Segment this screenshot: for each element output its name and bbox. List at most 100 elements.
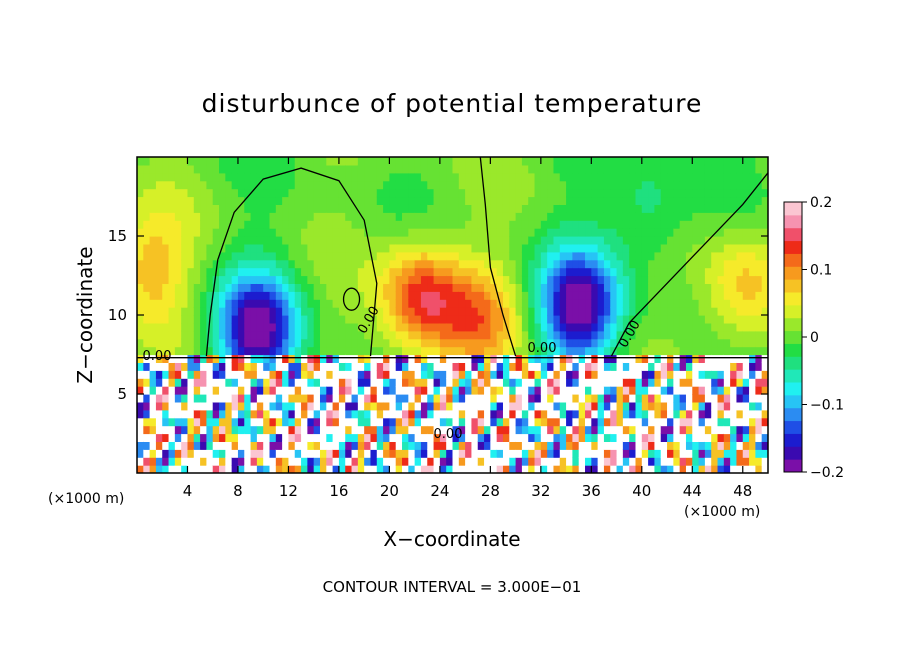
heat-cell [622, 449, 630, 458]
heat-cell [591, 354, 599, 363]
heat-cell [566, 275, 573, 284]
heat-cell [269, 212, 277, 221]
heat-cell [521, 157, 529, 166]
heat-cell [540, 378, 548, 387]
heat-cell [427, 409, 435, 419]
heat-cell [471, 220, 479, 229]
heat-cell [219, 449, 226, 458]
heat-cell [212, 172, 220, 182]
heat-cell [711, 322, 719, 332]
heat-cell [338, 315, 346, 324]
heat-cell [408, 251, 416, 261]
heat-cell [761, 259, 768, 269]
heat-cell [540, 180, 548, 190]
heat-cell [326, 220, 334, 229]
heat-cell [490, 322, 498, 332]
heat-cell [357, 330, 365, 340]
heat-cell [528, 172, 536, 182]
heat-cell [502, 299, 510, 308]
heat-cell [610, 275, 618, 284]
heat-cell [711, 228, 719, 237]
heat-cell [408, 401, 416, 411]
heat-cell [496, 283, 504, 292]
heat-cell [225, 354, 233, 363]
heat-cell [225, 236, 233, 245]
heat-cell [477, 243, 485, 253]
heat-cell [673, 188, 681, 198]
heat-cell [370, 291, 378, 300]
heat-cell [219, 346, 226, 356]
heat-cell [477, 338, 485, 348]
heat-cell [502, 236, 510, 245]
heat-cell [572, 307, 580, 316]
heat-cell [585, 236, 592, 245]
heat-cell [761, 164, 768, 174]
heat-cell [137, 307, 144, 316]
heat-cell [332, 283, 340, 292]
heat-cell [244, 236, 252, 245]
heat-cell [383, 243, 390, 253]
heat-cell [559, 417, 567, 427]
heat-cell [364, 172, 372, 182]
heat-cell [275, 275, 283, 284]
heat-cell [755, 409, 763, 419]
heat-cell [749, 370, 756, 379]
heat-cell [566, 338, 573, 348]
heat-cell [389, 449, 397, 458]
heat-cell [654, 251, 662, 261]
heat-cell [641, 259, 649, 269]
heat-cell [427, 362, 435, 371]
heat-cell [553, 228, 561, 237]
heat-cell [237, 394, 245, 403]
heat-cell [301, 370, 308, 379]
heat-cell [534, 204, 542, 213]
heat-cell [692, 275, 700, 284]
heat-cell [137, 243, 144, 253]
heat-cell [641, 243, 649, 253]
heat-cell [439, 465, 447, 473]
heat-cell [471, 172, 479, 182]
heat-cell [711, 283, 719, 292]
heat-cell [667, 157, 674, 166]
heat-cell [641, 354, 649, 363]
heat-cell [502, 164, 510, 174]
heat-cell [155, 441, 163, 450]
heat-cell [193, 180, 201, 190]
heat-cell [433, 172, 441, 182]
heat-cell [578, 196, 586, 205]
heat-cell [648, 228, 656, 237]
heat-cell [212, 354, 220, 363]
heat-cell [420, 441, 428, 450]
heat-cell [149, 291, 157, 300]
heat-cell [319, 299, 327, 308]
heat-cell [591, 236, 599, 245]
heat-cell [206, 299, 214, 308]
heat-cell [225, 338, 233, 348]
heat-cell [282, 362, 290, 371]
heat-cell [282, 164, 290, 174]
heat-cell [395, 441, 403, 450]
heat-cell [585, 465, 592, 473]
heat-cell [206, 433, 214, 442]
heat-cell [660, 259, 668, 269]
heat-cell [635, 330, 643, 340]
heat-cell [742, 457, 750, 466]
heat-cell [357, 188, 365, 198]
heat-cell [534, 465, 542, 473]
heat-cell [402, 354, 409, 363]
colorbar-ticks: 0.20.10−0.1−0.2 [802, 195, 844, 481]
heat-cell [566, 164, 573, 174]
heat-cell [357, 307, 365, 316]
heat-cell [547, 228, 555, 237]
heat-cell [351, 346, 359, 356]
heat-cell [723, 433, 731, 442]
heat-cell [351, 180, 359, 190]
heat-cell [711, 275, 719, 284]
heat-cell [585, 457, 592, 466]
heat-cell [540, 457, 548, 466]
heat-cell [749, 386, 756, 395]
heat-cell [534, 394, 542, 403]
heat-cell [200, 425, 208, 435]
heat-cell [307, 417, 315, 427]
heat-cell [755, 275, 763, 284]
